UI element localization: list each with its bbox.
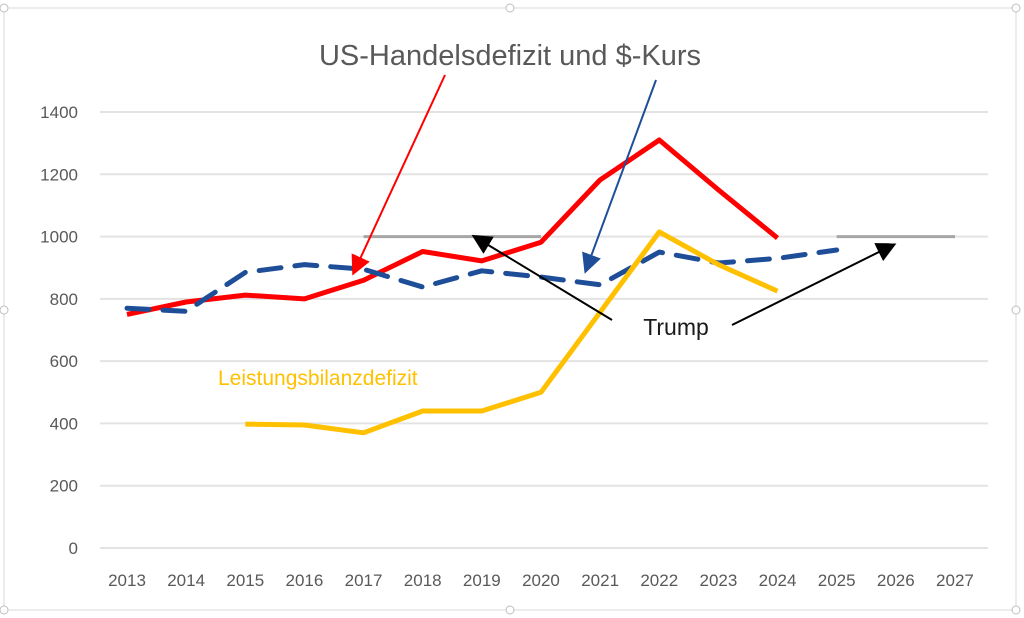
resize-handle[interactable] [0,605,9,615]
y-tick-label: 800 [50,290,78,309]
series-leistungsbilanz-line [245,229,779,436]
handelsdefizit-arrow [351,74,446,276]
resize-handle[interactable] [1011,305,1021,315]
x-tick-label: 2022 [640,571,678,590]
x-tick-label: 2014 [167,571,205,590]
resize-handle[interactable] [1011,605,1021,615]
y-tick-label: 1000 [40,228,78,247]
x-tick-label: 2018 [404,571,442,590]
x-tick-label: 2017 [345,571,383,590]
resize-handle[interactable] [1011,3,1021,13]
y-tick-label: 600 [50,352,78,371]
x-tick-label: 2013 [108,571,146,590]
x-tick-label: 2023 [699,571,737,590]
x-tick-label: 2021 [581,571,619,590]
x-tick-label: 2016 [286,571,324,590]
x-tick-label: 2015 [226,571,264,590]
y-tick-label: 1200 [40,165,78,184]
x-tick-label: 2027 [936,571,974,590]
resize-handle[interactable] [505,3,515,13]
series-handelsdefizit-line [126,137,780,317]
y-tick-label: 200 [50,477,78,496]
y-tick-label: 0 [69,539,78,558]
resize-handle[interactable] [505,605,515,615]
trump-arrow-2 [731,243,897,326]
trump-label: Trump [643,314,709,340]
resize-handle[interactable] [0,3,9,13]
chart-title: US-Handelsdefizit und $-Kurs [319,40,701,72]
y-tick-label: 400 [50,414,78,433]
leistungsbilanz-label: Leistungsbilanzdefizit [218,367,418,390]
x-tick-label: 2024 [759,571,797,590]
resize-handle[interactable] [0,305,9,315]
x-tick-label: 2026 [877,571,915,590]
x-tick-label: 2025 [818,571,856,590]
trump-arrow-1 [471,234,613,321]
dollar-arrow [582,79,657,274]
y-tick-label: 1400 [40,103,78,122]
x-tick-label: 2019 [463,571,501,590]
x-tick-label: 2020 [522,571,560,590]
